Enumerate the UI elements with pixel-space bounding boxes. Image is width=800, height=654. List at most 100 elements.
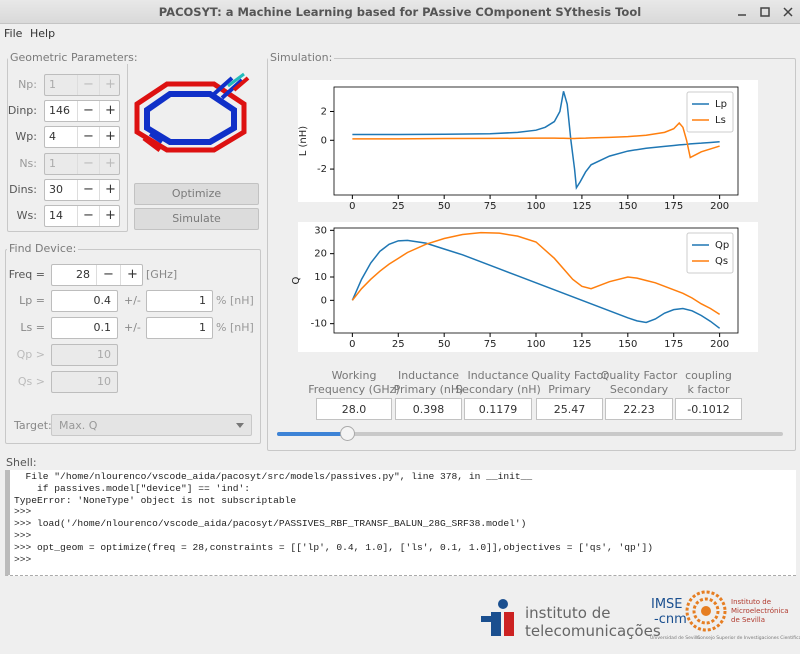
y-axis-label: Q: [291, 276, 302, 284]
result-header: Frequency (GHz): [308, 383, 400, 396]
increment-button[interactable]: +: [99, 127, 121, 147]
increment-button[interactable]: +: [99, 180, 121, 200]
y-tick-label: 0: [321, 135, 327, 146]
result-header: Inductance: [397, 369, 460, 382]
x-tick-label: 100: [526, 339, 545, 350]
input-field[interactable]: 0.4: [51, 290, 118, 312]
y-tick-label: 10: [314, 272, 327, 283]
tolerance-label: +/-: [124, 294, 141, 307]
find-device-panel: [5, 249, 261, 444]
param-label: Np:: [18, 78, 37, 91]
plot-frame: [333, 227, 739, 334]
logo-text: instituto de: [525, 604, 611, 622]
tolerance-label: +/-: [124, 321, 141, 334]
spin-box[interactable]: 14 − +: [44, 205, 120, 227]
menu-item[interactable]: Help: [30, 27, 56, 40]
input-field[interactable]: 0.1: [51, 317, 118, 339]
increment-button[interactable]: +: [120, 265, 144, 285]
spin-box[interactable]: 146− +: [44, 100, 120, 122]
result-box: 0.398: [395, 398, 462, 420]
shell-line: >>>: [14, 553, 32, 565]
shell-line: TypeError: 'NoneType' object is not subs…: [14, 494, 297, 506]
y-axis-label: L (nH): [298, 126, 309, 157]
result-box: 28.0: [316, 398, 392, 420]
input-value: 10: [97, 348, 111, 361]
result-header: Secondary: [609, 383, 669, 396]
result-value: 25.47: [553, 403, 586, 416]
panel-title: Simulation:: [268, 51, 335, 64]
spin-value: 14: [49, 209, 63, 222]
increment-button[interactable]: +: [99, 101, 121, 121]
result-value: 0.1179: [478, 403, 518, 416]
result-header: Quality Factor: [600, 369, 678, 382]
x-tick-label: 150: [618, 339, 637, 350]
spin-box[interactable]: 30 − +: [44, 179, 120, 201]
decrement-button[interactable]: −: [77, 101, 99, 121]
spin-box[interactable]: 28− +: [51, 264, 143, 286]
x-tick-label: 175: [664, 201, 683, 212]
param-label: Ws:: [16, 209, 37, 222]
action-button[interactable]: Simulate: [134, 208, 259, 230]
increment-button: +: [99, 154, 121, 174]
slider-fill: [277, 432, 348, 436]
dropdown-value: Max. Q: [59, 419, 98, 432]
spin-box[interactable]: 4 − +: [44, 126, 120, 148]
result-header: Primary: [548, 383, 591, 396]
target-dropdown[interactable]: Max. Q: [51, 414, 252, 436]
logo-text: Instituto de: [731, 598, 772, 606]
window-controls[interactable]: [735, 5, 795, 19]
it-logo-mark: [481, 599, 514, 636]
x-tick-label: 50: [438, 339, 451, 350]
increment-button[interactable]: +: [99, 206, 121, 226]
spin-box: 1 − +: [44, 74, 120, 96]
logo-text: de Sevilla: [731, 616, 765, 624]
device-drawing: [134, 72, 250, 153]
result-header: Primary (nH): [393, 383, 464, 396]
decrement-button[interactable]: −: [77, 206, 99, 226]
unit-label: % [nH]: [216, 294, 254, 307]
plot-frame: [333, 86, 739, 196]
param-label: Dins:: [9, 183, 37, 196]
x-tick-label: 175: [664, 339, 683, 350]
decrement-button[interactable]: −: [96, 265, 120, 285]
title-bar: PACOSYT: a Machine Learning based for PA…: [0, 0, 800, 24]
field-label: Freq =: [8, 268, 45, 281]
spin-value: 1: [49, 78, 56, 91]
field-label: Ls =: [20, 321, 45, 334]
x-tick-label: 50: [438, 201, 451, 212]
data-line: [351, 239, 721, 329]
y-tick-label: -10: [311, 319, 327, 330]
param-label: Dinp:: [7, 104, 37, 117]
decrement-button[interactable]: −: [77, 127, 99, 147]
data-line: [352, 121, 720, 159]
result-value: 28.0: [341, 403, 367, 416]
x-tick-label: 200: [710, 201, 729, 212]
x-tick-label: 25: [392, 339, 405, 350]
result-box: 0.1179: [464, 398, 532, 420]
shell-line: >>> load('/home/nlourenco/vscode_aida/pa…: [14, 518, 527, 530]
y-tick-label: 2: [321, 106, 327, 117]
y-tick-label: -2: [317, 164, 327, 175]
dropdown-arrow: [236, 423, 244, 428]
slider-handle[interactable]: [340, 426, 355, 441]
data-line: [352, 91, 720, 191]
menu-item[interactable]: File: [4, 27, 23, 40]
x-tick-label: 200: [710, 339, 729, 350]
input-field[interactable]: 1: [146, 317, 213, 339]
spin-value: 146: [49, 104, 70, 117]
unit-label: % [nH]: [216, 321, 254, 334]
shell-line: >>>: [14, 530, 32, 541]
result-box: 25.47: [536, 398, 603, 420]
shell-area[interactable]: File "/home/nlourenco/vscode_aida/pacosy…: [5, 470, 796, 576]
logo-text: IMSE: [651, 597, 683, 612]
x-tick-label: 125: [572, 201, 591, 212]
result-box: 22.23: [605, 398, 673, 420]
input-field[interactable]: 1: [146, 290, 213, 312]
action-button[interactable]: Optimize: [134, 183, 259, 205]
spin-value: 28: [76, 268, 90, 281]
decrement-button[interactable]: −: [77, 180, 99, 200]
logo-text: Consejo Superior de Investigaciones Cien…: [697, 636, 800, 641]
logo-text: telecomunicações: [525, 622, 661, 640]
slider-track[interactable]: [277, 426, 783, 441]
